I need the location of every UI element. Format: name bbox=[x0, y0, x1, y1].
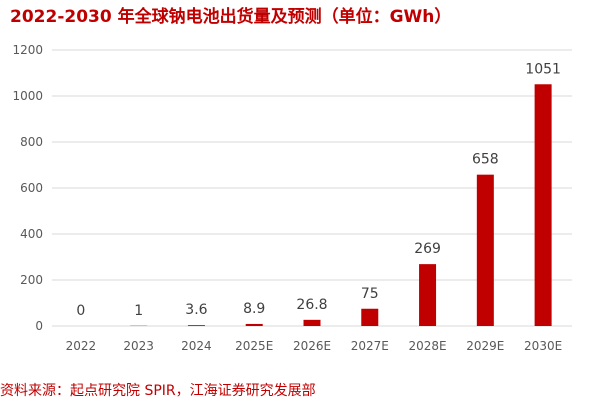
data-label: 8.9 bbox=[243, 301, 265, 317]
bar bbox=[303, 319, 321, 326]
x-tick-label: 2024 bbox=[181, 339, 212, 353]
y-tick-label: 1000 bbox=[12, 89, 43, 103]
x-tick-label: 2027E bbox=[351, 339, 389, 353]
data-label: 0 bbox=[76, 303, 85, 319]
data-label: 3.6 bbox=[185, 302, 207, 318]
bar bbox=[361, 308, 379, 326]
x-tick-label: 2026E bbox=[293, 339, 331, 353]
x-tick-label: 2028E bbox=[408, 339, 446, 353]
y-axis: 0 200 400 600 800 1000 1200 bbox=[12, 43, 43, 333]
data-label: 658 bbox=[472, 152, 499, 168]
x-tick-label: 2025E bbox=[235, 339, 273, 353]
data-label: 26.8 bbox=[296, 297, 327, 313]
bar bbox=[476, 174, 494, 326]
bar bbox=[534, 84, 552, 327]
x-tick-label: 2022 bbox=[66, 339, 97, 353]
source-note: 资料来源：起点研究院 SPIR，江海证券研究发展部 bbox=[0, 383, 316, 399]
y-tick-label: 800 bbox=[20, 135, 43, 149]
y-tick-label: 600 bbox=[20, 181, 43, 195]
y-tick-label: 0 bbox=[35, 319, 43, 333]
y-tick-label: 400 bbox=[20, 227, 43, 241]
bars: 0 1 3.6 8.9 26.8 75 269 658 1051 bbox=[76, 61, 561, 327]
x-tick-label: 2023 bbox=[123, 339, 154, 353]
y-tick-label: 200 bbox=[20, 273, 43, 287]
x-axis: 2022 2023 2024 2025E 2026E 2027E 2028E 2029E 203… bbox=[66, 339, 563, 353]
data-label: 1 bbox=[134, 303, 143, 319]
x-tick-label: 2029E bbox=[466, 339, 504, 353]
chart-title: 2022-2030 年全球钠电池出货量及预测（单位：GWh） bbox=[10, 7, 452, 27]
data-label: 75 bbox=[361, 286, 379, 302]
data-label: 1051 bbox=[525, 61, 561, 77]
grid-lines bbox=[52, 49, 572, 327]
bar bbox=[187, 325, 205, 326]
y-tick-label: 1200 bbox=[12, 43, 43, 57]
x-tick-label: 2030E bbox=[524, 339, 562, 353]
bar bbox=[419, 264, 437, 326]
bar-chart: 0 200 400 600 800 1000 1200 0 1 3.6 8.9 26.8 75 269 6… bbox=[12, 43, 572, 353]
data-label: 269 bbox=[414, 241, 441, 257]
bar bbox=[245, 323, 263, 326]
